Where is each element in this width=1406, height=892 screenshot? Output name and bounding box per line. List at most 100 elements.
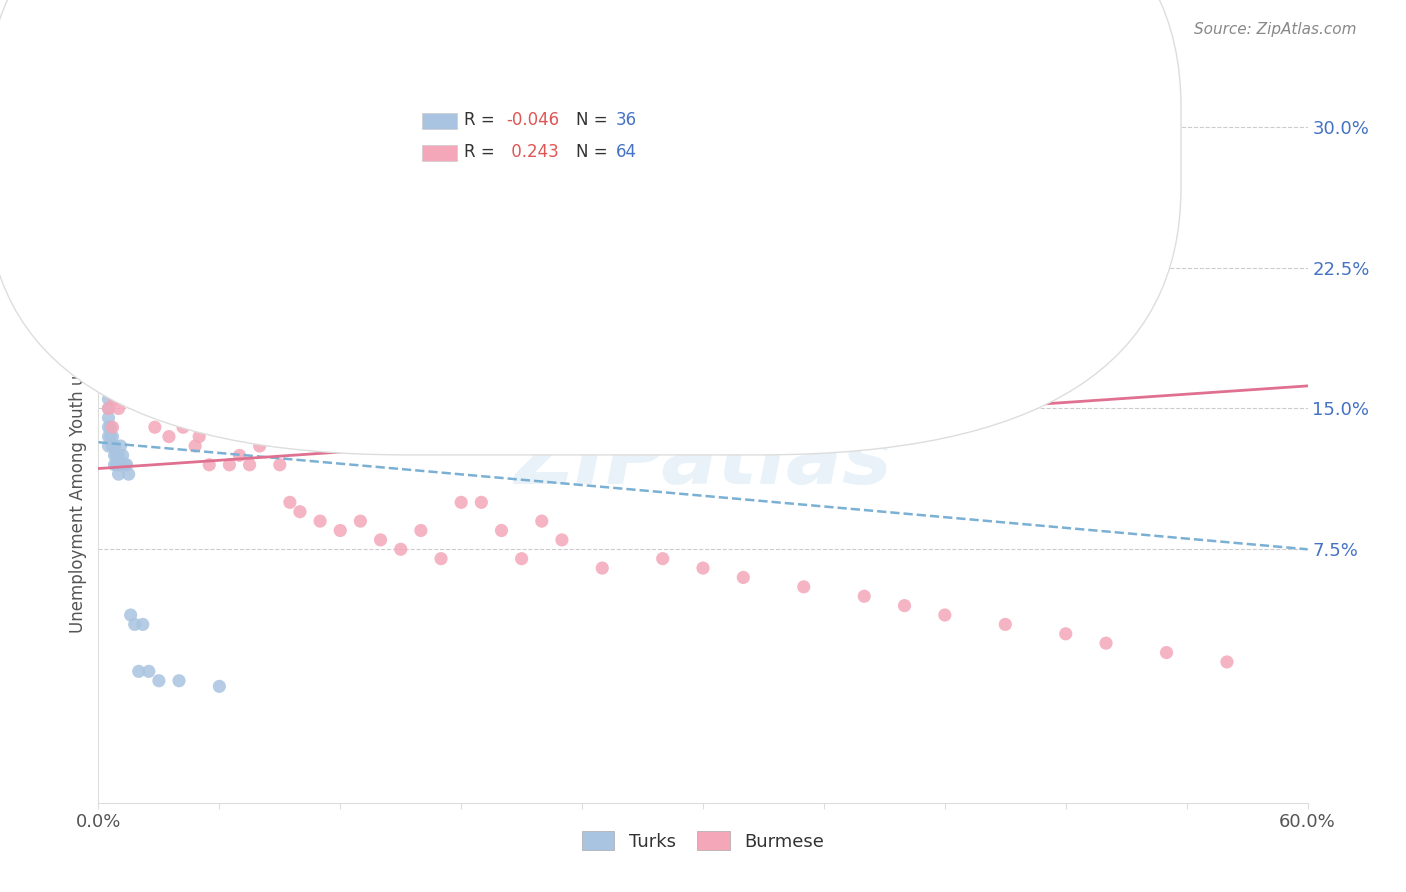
Point [115,458,138,472]
Point [105,449,128,463]
Point [114,364,136,378]
Point [591,561,613,575]
Point [994,617,1017,632]
Point [134,345,156,359]
Point [208,679,231,693]
Point [239,458,262,472]
Point [111,383,134,397]
Point [651,551,673,566]
Point [107,401,129,416]
Point [1216,655,1239,669]
Point [100,420,122,434]
Point [128,665,150,679]
Point [934,607,956,622]
Point [172,420,194,434]
Text: Source: ZipAtlas.com: Source: ZipAtlas.com [1194,22,1357,37]
Point [101,429,124,443]
Text: -0.046: -0.046 [506,112,560,129]
Point [138,392,160,406]
Point [162,392,184,406]
Point [179,392,201,406]
Point [132,617,155,632]
Point [148,383,170,397]
Point [96,345,118,359]
Point [111,449,134,463]
Point [208,420,231,434]
Point [278,495,301,509]
Point [101,420,124,434]
Point [510,551,533,566]
Point [148,673,170,688]
Point [167,392,190,406]
Point [105,458,128,472]
Point [157,429,180,443]
Text: ZIPatlas: ZIPatlas [515,420,891,500]
Point [1054,627,1077,641]
Point [218,458,240,472]
Point [198,458,221,472]
Point [118,467,141,482]
Point [269,458,291,472]
Point [107,458,129,472]
Point [893,599,915,613]
Point [100,326,122,341]
Point [103,392,125,406]
Point [107,467,129,482]
Point [309,514,332,528]
Point [389,542,412,557]
Point [114,458,136,472]
Point [96,345,118,359]
Point [167,673,190,688]
Point [97,410,120,425]
Text: R =: R = [464,112,501,129]
Point [101,439,124,453]
Point [103,458,125,472]
Point [107,449,129,463]
Point [124,617,146,632]
Point [110,458,132,472]
Point [470,495,492,509]
Point [93,289,115,303]
Legend: Turks, Burmese: Turks, Burmese [575,824,831,858]
Point [793,580,815,594]
Point [184,439,207,453]
Point [105,364,128,378]
Point [132,392,155,406]
Point [188,429,211,443]
Point [733,570,755,584]
Point [93,270,115,285]
Point [152,392,174,406]
Point [349,514,371,528]
Point [153,308,176,322]
Point [97,439,120,453]
Point [110,439,132,453]
Text: TURKISH VS BURMESE UNEMPLOYMENT AMONG YOUTH UNDER 25 YEARS CORRELATION CHART: TURKISH VS BURMESE UNEMPLOYMENT AMONG YO… [49,22,950,41]
Text: R =: R = [464,143,501,161]
Text: 36: 36 [616,112,637,129]
Point [491,524,513,538]
Point [409,524,432,538]
Point [138,665,160,679]
Point [103,449,125,463]
Point [124,383,146,397]
Point [93,176,115,190]
Point [1156,646,1178,660]
Point [97,420,120,434]
Point [120,308,142,322]
Point [97,392,120,406]
Point [249,439,271,453]
Point [853,589,876,603]
Point [692,561,714,575]
Point [100,429,122,443]
Text: N =: N = [576,143,613,161]
Point [228,449,250,463]
Point [329,524,352,538]
Point [118,326,141,341]
Point [430,551,453,566]
Text: 0.243: 0.243 [506,143,560,161]
Point [450,495,472,509]
Point [96,326,118,341]
Point [103,439,125,453]
Point [530,514,553,528]
Y-axis label: Unemployment Among Youth under 25 years: Unemployment Among Youth under 25 years [69,259,87,633]
